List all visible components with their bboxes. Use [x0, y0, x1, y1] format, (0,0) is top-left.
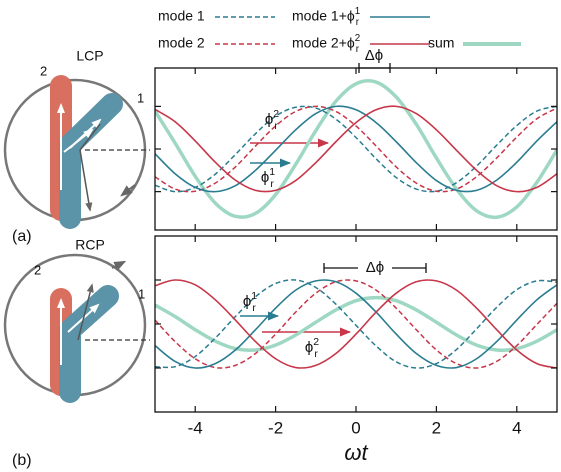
series-line — [155, 105, 557, 193]
plot-frame — [154, 67, 558, 231]
series-line — [155, 105, 557, 193]
series-line — [155, 279, 557, 369]
antenna-lcp — [3, 75, 150, 229]
x-tick-label: 2 — [432, 418, 441, 437]
series-line — [155, 279, 557, 369]
x-tick-label: 0 — [351, 418, 360, 437]
panel-label: (b) — [12, 452, 32, 469]
series-line — [155, 105, 557, 193]
series-group — [155, 279, 557, 369]
polarization-label: LCP — [76, 48, 103, 64]
antenna-label: 1 — [138, 286, 145, 301]
legend-label: mode 1 — [158, 8, 205, 24]
annotation: ϕ2 r — [305, 336, 319, 360]
plot-area: -4 -2 0 2 4 ωt — [154, 235, 558, 465]
panel-label: (a) — [12, 228, 32, 245]
plot-area — [154, 67, 558, 231]
annotation: Δϕ — [366, 259, 384, 276]
series-line — [155, 79, 557, 220]
x-axis-label: ωt — [344, 440, 368, 465]
series-group — [155, 79, 557, 220]
polarization-label: RCP — [75, 237, 105, 253]
series-line — [155, 279, 557, 369]
legend-label: sum — [428, 35, 454, 51]
series-line — [155, 279, 557, 369]
x-tick-label: -4 — [188, 418, 203, 437]
series-line — [155, 105, 557, 193]
annotation: ϕ1 r — [243, 290, 257, 314]
antenna-rcp — [3, 253, 150, 403]
legend-label: mode 1+ϕ1 r — [292, 6, 360, 28]
antenna-label: 1 — [137, 90, 144, 105]
antenna-label: 2 — [34, 262, 41, 277]
annotation: ϕ1 r — [261, 166, 275, 190]
annotation: ϕ2 r — [265, 108, 279, 132]
legend-label: mode 2+ϕ2 r — [292, 33, 360, 55]
x-tick-label: -2 — [268, 418, 283, 437]
annotation: Δϕ — [365, 47, 383, 64]
series-line — [155, 295, 557, 352]
legend-label: mode 2 — [158, 35, 205, 51]
antenna-label: 2 — [40, 63, 47, 78]
plot-frame — [154, 235, 558, 413]
x-tick-label: 4 — [512, 418, 521, 437]
